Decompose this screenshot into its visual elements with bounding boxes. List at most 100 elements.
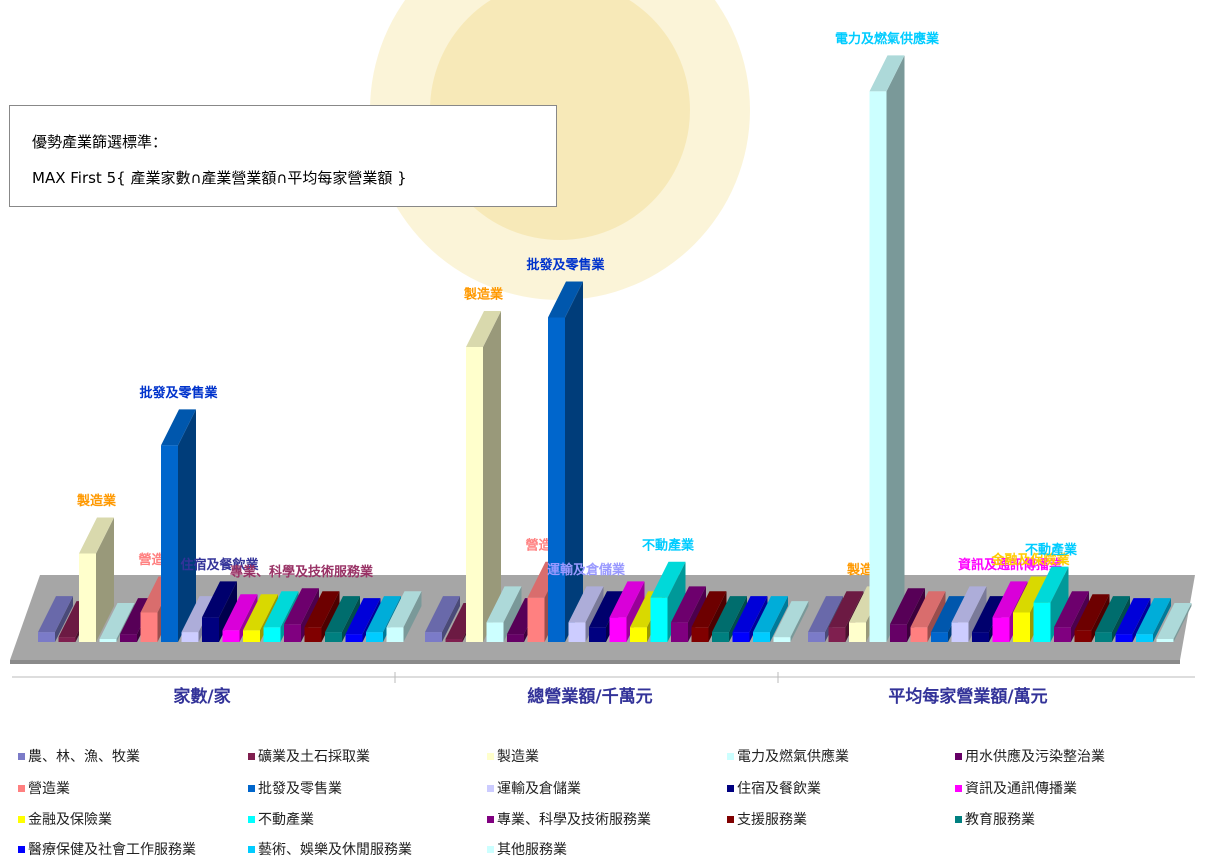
bar-front bbox=[466, 347, 483, 642]
bar-label: 專業、科學及技術服務業 bbox=[230, 564, 374, 580]
bar-top bbox=[325, 596, 360, 633]
bar-top bbox=[1074, 594, 1110, 631]
bar-top bbox=[386, 591, 422, 628]
legend-label: 支援服務業 bbox=[737, 812, 807, 828]
bar-label: 不動產業 bbox=[1025, 542, 1078, 558]
legend-swatch bbox=[487, 753, 494, 760]
bar-front bbox=[181, 632, 199, 642]
bar-side bbox=[96, 517, 114, 642]
bar-front bbox=[691, 627, 709, 642]
bar bbox=[161, 409, 196, 642]
bar-front bbox=[366, 632, 383, 642]
bar-side bbox=[968, 586, 987, 642]
legend-swatch bbox=[248, 816, 255, 823]
legend-label: 醫療保健及社會工作服務業 bbox=[28, 841, 196, 856]
bar-top bbox=[366, 596, 401, 633]
bar-front bbox=[992, 617, 1010, 642]
bar-top bbox=[712, 596, 747, 633]
bar-top bbox=[910, 591, 946, 628]
bar-front bbox=[910, 627, 928, 642]
bar-top bbox=[202, 581, 237, 618]
legend-swatch bbox=[487, 846, 494, 853]
bar-front bbox=[712, 632, 729, 642]
bar-side bbox=[403, 591, 422, 642]
bar-top bbox=[773, 601, 809, 638]
bar-front bbox=[849, 622, 866, 642]
bar-front bbox=[425, 632, 442, 642]
bar-top bbox=[869, 55, 905, 92]
bar-top bbox=[589, 591, 624, 628]
bar-top bbox=[972, 596, 1007, 633]
bar bbox=[951, 586, 987, 642]
bar-front bbox=[828, 627, 846, 642]
bar-top bbox=[1013, 576, 1048, 613]
bar-top bbox=[161, 409, 196, 446]
bar-front bbox=[869, 91, 887, 643]
legend-label: 住宿及餐飲業 bbox=[737, 780, 821, 797]
bar-top bbox=[732, 596, 768, 633]
bar-front bbox=[345, 634, 363, 642]
bar-front bbox=[1095, 632, 1112, 642]
bar-front bbox=[527, 597, 545, 642]
bar bbox=[466, 311, 501, 642]
bar-front bbox=[630, 627, 647, 642]
bar bbox=[425, 596, 460, 642]
bar bbox=[691, 591, 727, 642]
bar-top bbox=[99, 603, 135, 640]
bar bbox=[386, 591, 422, 642]
bar-top bbox=[425, 596, 460, 633]
legend-label: 營造業 bbox=[28, 781, 70, 797]
bar bbox=[1095, 596, 1130, 642]
bar-front bbox=[1033, 602, 1051, 642]
bar-label: 資訊及通訊傳播業 bbox=[958, 557, 1063, 573]
bar-label: 批發及零售業 bbox=[526, 257, 605, 273]
bar bbox=[1115, 598, 1151, 642]
legend-swatch bbox=[487, 785, 494, 792]
bar bbox=[1033, 566, 1069, 642]
bar bbox=[1074, 594, 1110, 642]
bar-top bbox=[548, 281, 583, 318]
bar bbox=[753, 596, 788, 642]
legend-label: 製造業 bbox=[497, 749, 539, 765]
bar-front bbox=[445, 639, 463, 642]
bar-front bbox=[753, 632, 770, 642]
bar-top bbox=[263, 591, 299, 628]
bar-top bbox=[1095, 596, 1130, 633]
category-label: 平均每家營業額/萬元 bbox=[888, 686, 1047, 707]
bar bbox=[38, 596, 73, 642]
bar-front bbox=[773, 637, 791, 642]
bar-label: 金融及保險業 bbox=[990, 552, 1070, 568]
bar-front bbox=[79, 553, 96, 642]
bar-side bbox=[442, 596, 460, 642]
legend-label: 電力及燃氣供應業 bbox=[737, 748, 849, 765]
bar-side bbox=[321, 591, 340, 642]
bar-front bbox=[140, 612, 158, 642]
bar-top bbox=[38, 596, 73, 633]
bar-front bbox=[732, 632, 750, 642]
bar-side bbox=[503, 586, 522, 642]
bar-side bbox=[1132, 598, 1151, 642]
bar-side bbox=[708, 591, 727, 642]
bar-top bbox=[671, 586, 706, 623]
bar-side bbox=[1112, 596, 1130, 642]
bar-side bbox=[565, 281, 583, 642]
bar-side bbox=[1050, 566, 1069, 642]
legend-label: 資訊及通訊傳播業 bbox=[965, 781, 1077, 797]
legend-label: 教育服務業 bbox=[965, 812, 1035, 828]
bar bbox=[1136, 598, 1171, 642]
bar-front bbox=[304, 627, 322, 642]
bar-label: 住宿及餐飲業 bbox=[180, 557, 259, 573]
bar-top bbox=[79, 517, 114, 554]
bar-top bbox=[181, 596, 217, 633]
legend-label: 不動產業 bbox=[258, 811, 314, 828]
bar-front bbox=[325, 632, 342, 642]
bar-front bbox=[609, 617, 627, 642]
bar-front bbox=[650, 597, 668, 642]
bar-front bbox=[890, 624, 907, 642]
bar-top bbox=[466, 311, 501, 347]
legend-label: 專業、科學及技術服務業 bbox=[497, 812, 651, 828]
criteria-box: 優勢產業篩選標準： MAX First 5{ 產業家數∩產業營業額∩平均每家營業… bbox=[9, 105, 557, 207]
legend-swatch bbox=[18, 785, 25, 792]
